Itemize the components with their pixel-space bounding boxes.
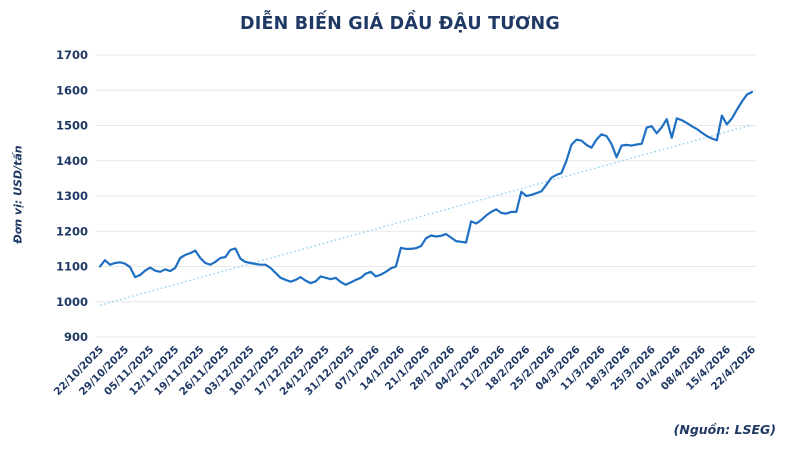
price-series-line	[98, 90, 754, 286]
chart-title: DIỄN BIẾN GIÁ DẦU ĐẬU TƯƠNG	[240, 14, 560, 34]
source-note: (Nguồn: LSEG)	[673, 422, 776, 437]
y-axis-tick-label: 1600	[56, 83, 88, 97]
y-axis-tick-label: 1500	[56, 119, 88, 133]
y-axis-tick-label: 1200	[56, 224, 88, 238]
y-axis-tick-label: 1700	[56, 48, 88, 62]
y-axis-tick-label: 1000	[56, 295, 88, 309]
y-axis-tick-label: 1400	[56, 154, 88, 168]
y-axis-tick-label: 1300	[56, 189, 88, 203]
y-axis-tick-label: 1100	[56, 260, 88, 274]
y-axis-tick-label: 900	[64, 330, 88, 344]
trendline	[99, 124, 753, 306]
